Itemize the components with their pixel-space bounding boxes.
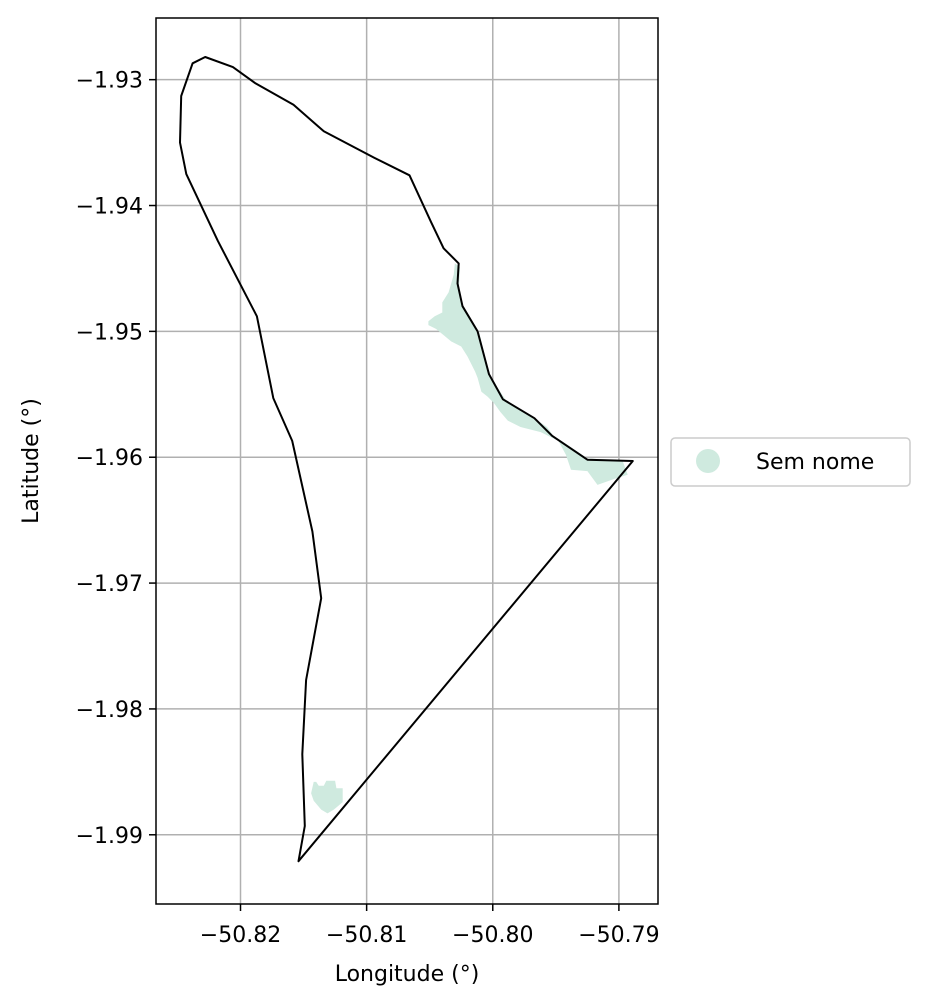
y-tick-label: −1.96 <box>76 446 143 471</box>
legend: Sem nome <box>670 437 911 487</box>
municipality-boundary <box>179 56 634 863</box>
y-tick-label: −1.95 <box>76 320 143 345</box>
area-sem-nome <box>428 263 628 485</box>
legend-box <box>670 437 911 487</box>
y-axis-title: Latitude (°) <box>19 398 44 524</box>
x-tick-label: −50.82 <box>200 923 281 948</box>
legend-label-sem-nome: Sem nome <box>756 450 874 475</box>
area-sem-nome <box>311 780 343 814</box>
x-axis-ticks: −50.82 −50.81 −50.80 −50.79 <box>200 904 660 948</box>
x-tick-label: −50.80 <box>452 923 533 948</box>
grid-lines <box>156 18 658 904</box>
y-tick-label: −1.93 <box>76 69 143 94</box>
y-axis-ticks: −1.93 −1.94 −1.95 −1.96 −1.97 −1.98 −1.99 <box>76 69 156 849</box>
boundary-layer <box>179 56 634 863</box>
area-layer <box>311 263 628 814</box>
legend-swatch-sem-nome <box>696 449 720 473</box>
x-tick-label: −50.79 <box>578 923 659 948</box>
x-axis-title: Longitude (°) <box>335 962 480 987</box>
y-tick-label: −1.94 <box>76 195 143 220</box>
x-tick-label: −50.81 <box>326 923 407 948</box>
y-tick-label: −1.99 <box>76 824 143 849</box>
y-tick-label: −1.98 <box>76 698 143 723</box>
plot-frame <box>155 17 659 905</box>
y-tick-label: −1.97 <box>76 572 143 597</box>
